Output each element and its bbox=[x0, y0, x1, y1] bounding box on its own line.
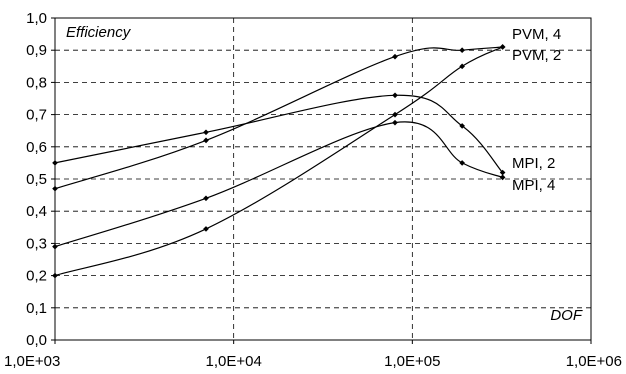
y-tick-label: 0,1 bbox=[26, 300, 47, 317]
labels-group: Efficiency DOF PVM, 4 PVM, 2 MPI, 2 MPI, 4 bbox=[66, 24, 583, 324]
series-label: MPI, 2 bbox=[512, 155, 555, 172]
data-point bbox=[459, 160, 465, 166]
y-tick-label: 0,5 bbox=[26, 171, 47, 188]
y-tick-label: 1,0 bbox=[26, 10, 47, 27]
plot-area bbox=[54, 17, 592, 341]
y-tick-label: 0,8 bbox=[26, 74, 47, 91]
series-label: MPI, 4 bbox=[512, 177, 555, 194]
data-point bbox=[392, 111, 398, 118]
x-tick-label: 1,0E+03 bbox=[4, 353, 60, 370]
y-tick-label: 0,6 bbox=[26, 139, 47, 156]
y-tick-label: 0,9 bbox=[26, 42, 47, 59]
data-point bbox=[459, 63, 465, 70]
y-tick-label: 0,7 bbox=[26, 107, 47, 124]
data-point bbox=[499, 174, 506, 181]
axes: 0,0 0,1 0,2 0,3 0,4 0,5 0,6 0,7 0,8 0,9 1,0 1,0E+03… bbox=[4, 10, 622, 370]
x-tick-label: 1,0E+06 bbox=[566, 353, 622, 370]
data-point bbox=[203, 226, 209, 232]
x-axis-label: DOF bbox=[550, 307, 583, 324]
series-label: PVM, 2 bbox=[512, 47, 561, 64]
y-tick-label: 0,0 bbox=[26, 332, 47, 349]
data-point bbox=[203, 137, 209, 144]
series-label: PVM, 4 bbox=[512, 26, 561, 43]
y-tick-label: 0,4 bbox=[26, 203, 47, 220]
x-tick-label: 1,0E+04 bbox=[206, 353, 262, 370]
y-tick-label: 0,3 bbox=[26, 235, 47, 252]
data-point bbox=[499, 169, 506, 176]
y-tick-label: 0,2 bbox=[26, 268, 47, 285]
x-tick-label: 1,0E+05 bbox=[384, 353, 440, 370]
data-point bbox=[203, 129, 209, 136]
y-axis-label: Efficiency bbox=[66, 24, 132, 41]
